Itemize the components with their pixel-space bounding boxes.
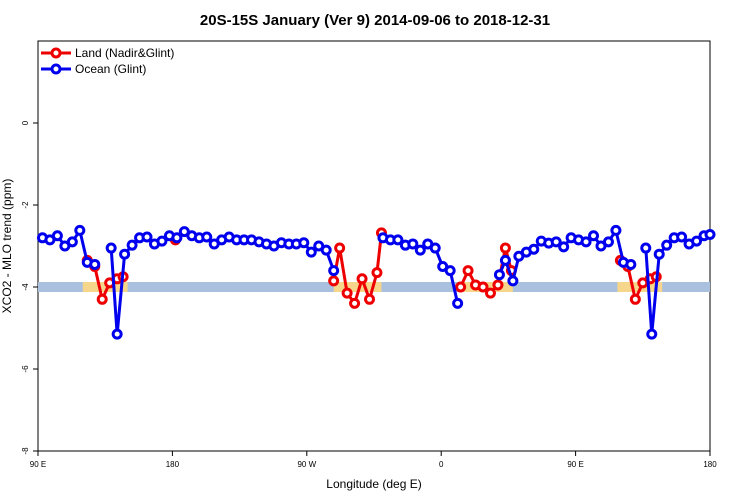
series-1-point-2-9: [444, 265, 456, 277]
series-0-point-2-3: [349, 297, 361, 309]
series-0-point-2-5: [364, 293, 376, 305]
series-1-point-2-10: [452, 297, 464, 309]
series-1-point-1-9: [171, 232, 183, 244]
y-tick-label-4: -8: [21, 447, 30, 455]
series-0-point-3-4: [484, 287, 496, 299]
legend: Land (Nadir&Glint) Ocean (Glint): [41, 46, 174, 76]
legend-entry-land: Land (Nadir&Glint): [41, 46, 174, 60]
series-0-point-2-2: [341, 287, 353, 299]
series-1-point-4-7: [691, 235, 703, 247]
series-layer: [36, 224, 716, 340]
series-0-point-4-2: [629, 293, 641, 305]
series-1-point-1-3: [126, 239, 138, 251]
series-1-point-1-30: [328, 265, 340, 277]
x-tick-label-3: 0: [439, 460, 444, 469]
series-0-point-0-2: [96, 293, 108, 305]
legend-ocean-marker: [50, 63, 62, 75]
series-0-point-3-3: [477, 281, 489, 293]
series-0-point-2-0: [328, 275, 340, 287]
x-tick-label-1: 180: [166, 460, 180, 469]
series-0-point-2-6: [371, 267, 383, 279]
series-1-point-0-2: [51, 230, 63, 242]
series-1-point-0-4: [66, 236, 78, 248]
series-1-point-4-0: [640, 242, 652, 254]
series-0-point-3-0: [455, 281, 467, 293]
coverage-band-land-1: [333, 282, 382, 292]
axes: 90 E 180 90 W 0 90 E 180 0 -2 -4 -6 -8: [21, 120, 717, 469]
series-1-point-3-1: [499, 254, 511, 266]
series-1-point-3-13: [588, 230, 600, 242]
y-axis-label: XCO2 - MLO trend (ppm): [0, 179, 14, 314]
series-1-point-1-29: [320, 244, 332, 256]
series-1-point-3-12: [580, 236, 592, 248]
series-1-point-4-1: [646, 328, 658, 340]
legend-land-label: Land (Nadir&Glint): [75, 46, 174, 60]
y-tick-label-0: 0: [21, 120, 30, 125]
x-tick-label-0: 90 E: [30, 460, 46, 469]
x-axis-label: Longitude (deg E): [326, 477, 421, 491]
series-1-point-3-8: [550, 236, 562, 248]
series-1-point-2-7: [429, 242, 441, 254]
legend-ocean-label: Ocean (Glint): [75, 62, 146, 76]
series-0-point-3-6: [499, 242, 511, 254]
x-tick-label-2: 90 W: [297, 460, 316, 469]
series-1-point-1-5: [141, 231, 153, 243]
series-1-point-3-18: [625, 258, 637, 270]
series-1-point-3-16: [610, 224, 622, 236]
legend-land-marker: [50, 47, 62, 59]
series-0-point-3-1: [462, 265, 474, 277]
series-1-point-4-3: [661, 239, 673, 251]
y-tick-label-3: -6: [21, 365, 30, 373]
series-1-point-0-5: [74, 224, 86, 236]
series-1-point-1-27: [305, 246, 317, 258]
series-1-point-0-7: [89, 258, 101, 270]
series-1-point-4-2: [653, 248, 665, 260]
series-1-point-3-9: [558, 241, 570, 253]
chart-title: 20S-15S January (Ver 9) 2014-09-06 to 20…: [200, 12, 550, 29]
y-tick-label-2: -4: [21, 283, 30, 291]
series-1-point-1-1: [111, 328, 123, 340]
series-1-point-2-5: [414, 244, 426, 256]
series-1-point-1-13: [201, 231, 213, 243]
legend-entry-ocean: Ocean (Glint): [41, 62, 146, 76]
series-1-point-1-0: [105, 242, 117, 254]
series-1-point-3-5: [528, 243, 540, 255]
series-1-point-1-26: [298, 237, 310, 249]
coverage-band-land-0: [82, 282, 128, 292]
series-1-point-3-15: [602, 236, 614, 248]
series-1-point-4-5: [676, 231, 688, 243]
series-1-point-1-7: [156, 235, 168, 247]
series-1-point-2-4: [407, 238, 419, 250]
series-1-point-3-0: [493, 269, 505, 281]
series-0-point-2-1: [334, 242, 346, 254]
series-0-point-2-4: [356, 273, 368, 285]
x-tick-label-4: 90 E: [567, 460, 583, 469]
series-1-point-2-2: [392, 234, 404, 246]
series-1-point-4-9: [704, 229, 716, 241]
series-1: [36, 224, 716, 340]
series-0-point-3-5: [492, 279, 504, 291]
y-tick-label-1: -2: [21, 201, 30, 209]
x-tick-label-5: 180: [703, 460, 717, 469]
series-1-point-3-2: [507, 275, 519, 287]
plot-frame: [37, 40, 711, 452]
series-1-point-1-2: [119, 248, 131, 260]
